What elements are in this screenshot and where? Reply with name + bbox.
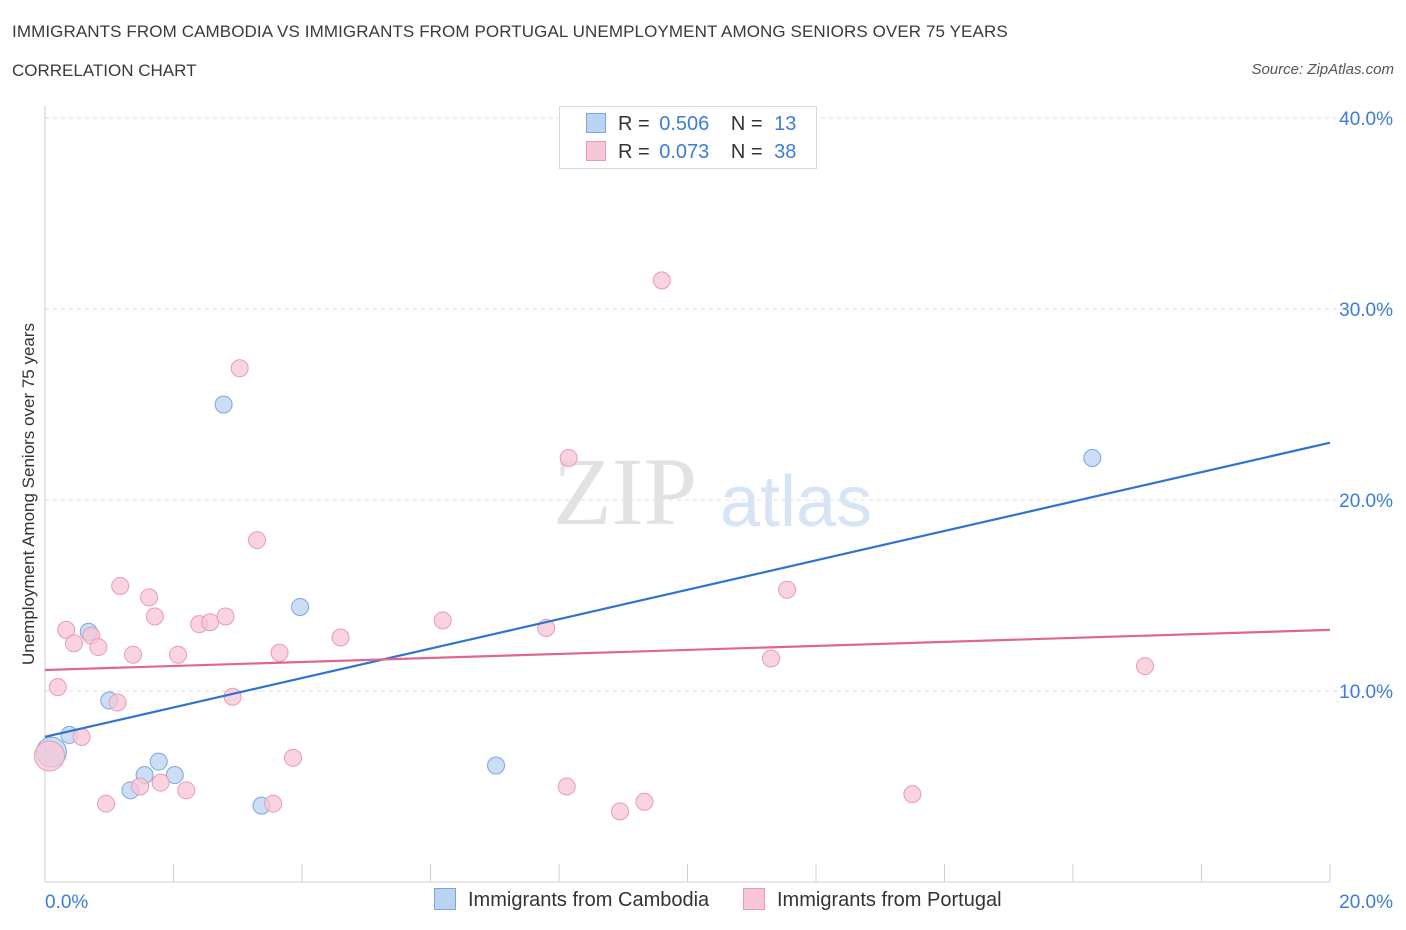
legend-r-label: R = xyxy=(618,141,650,163)
bottom-legend-cambodia: Immigrants from Cambodia xyxy=(434,888,709,912)
legend-row-cambodia: R = 0.506 N = 13 xyxy=(586,113,796,137)
cambodia-point xyxy=(487,756,506,775)
portugal-point xyxy=(64,634,83,653)
y-tick-label: 10.0% xyxy=(1339,682,1393,703)
tick-labels: 10.0% 20.0% 30.0% 40.0% 0.0% 20.0% xyxy=(45,109,1393,913)
bottom-legend-label-cambodia: Immigrants from Cambodia xyxy=(468,889,710,911)
cambodia-point xyxy=(291,597,310,616)
legend-n-value-cambodia: 13 xyxy=(774,113,797,135)
bottom-legend-swatch-portugal xyxy=(743,888,765,910)
portugal-point xyxy=(124,645,143,664)
y-tick-label: 20.0% xyxy=(1339,491,1393,512)
cambodia-trend-line xyxy=(44,441,1331,738)
cambodia-point xyxy=(149,752,168,771)
source-label: Source: ZipAtlas.com xyxy=(1251,61,1394,78)
portugal-point xyxy=(57,620,76,639)
portugal-point xyxy=(284,748,303,767)
portugal-point xyxy=(433,611,452,630)
cambodia-point xyxy=(214,395,233,414)
portugal-point xyxy=(557,777,576,796)
portugal-point xyxy=(652,271,671,290)
portugal-trend-line xyxy=(44,628,1331,672)
portugal-point xyxy=(201,613,220,632)
bottom-legend-portugal: Immigrants from Portugal xyxy=(743,888,1002,912)
y-tick-label: 40.0% xyxy=(1339,109,1393,130)
trend-lines xyxy=(44,441,1331,738)
portugal-point xyxy=(635,792,654,811)
portugal-point xyxy=(168,645,187,664)
y-axis-label: Unemployment Among Seniors over 75 years xyxy=(19,323,38,665)
portugal-point xyxy=(216,607,235,626)
portugal-point xyxy=(33,740,65,772)
bottom-legend-label-portugal: Immigrants from Portugal xyxy=(777,889,1002,911)
legend-r-label: R = xyxy=(618,113,650,135)
y-tick-label: 30.0% xyxy=(1339,300,1393,321)
chart-subtitle: CORRELATION CHART xyxy=(12,61,197,80)
watermark-atlas: atlas xyxy=(720,462,872,542)
bottom-legend-swatch-cambodia xyxy=(434,888,456,910)
cambodia-point xyxy=(165,766,184,785)
portugal-point xyxy=(270,643,289,662)
legend-swatch-cambodia xyxy=(586,113,606,133)
portugal-point xyxy=(1135,657,1154,676)
watermark: ZIP atlas xyxy=(553,438,872,545)
portugal-point xyxy=(248,531,267,550)
cambodia-point xyxy=(1083,448,1102,467)
portugal-point xyxy=(48,678,67,697)
grid-lines xyxy=(45,117,1390,692)
portugal-point xyxy=(778,580,797,599)
portugal-point xyxy=(89,638,108,657)
portugal-point xyxy=(223,687,242,706)
legend-n-label: N = xyxy=(730,113,763,135)
stats-legend: R = 0.506 N = 13 R = 0.073 N = 38 xyxy=(559,106,817,169)
portugal-point xyxy=(97,794,116,813)
portugal-point xyxy=(145,607,164,626)
portugal-point xyxy=(264,794,283,813)
portugal-point xyxy=(108,693,127,712)
legend-row-portugal: R = 0.073 N = 38 xyxy=(586,141,796,165)
portugal-point xyxy=(903,785,922,804)
portugal-point xyxy=(559,448,578,467)
portugal-point xyxy=(140,588,159,607)
portugal-point xyxy=(111,576,130,595)
portugal-point xyxy=(131,777,150,796)
portugal-point xyxy=(230,359,249,378)
legend-n-value-portugal: 38 xyxy=(774,141,797,163)
chart-title: IMMIGRANTS FROM CAMBODIA VS IMMIGRANTS F… xyxy=(12,22,1008,41)
legend-n-label: N = xyxy=(730,141,763,163)
portugal-point xyxy=(331,628,350,647)
portugal-point xyxy=(177,781,196,800)
portugal-point xyxy=(151,773,170,792)
legend-r-value-cambodia: 0.506 xyxy=(659,113,710,135)
x-tick-label-start: 0.0% xyxy=(45,892,88,913)
portugal-point xyxy=(611,802,630,821)
legend-swatch-portugal xyxy=(586,141,606,161)
portugal-point xyxy=(762,649,781,668)
data-points xyxy=(33,271,1154,821)
legend-r-value-portugal: 0.073 xyxy=(659,141,710,163)
x-tick-label-end: 20.0% xyxy=(1339,892,1393,913)
